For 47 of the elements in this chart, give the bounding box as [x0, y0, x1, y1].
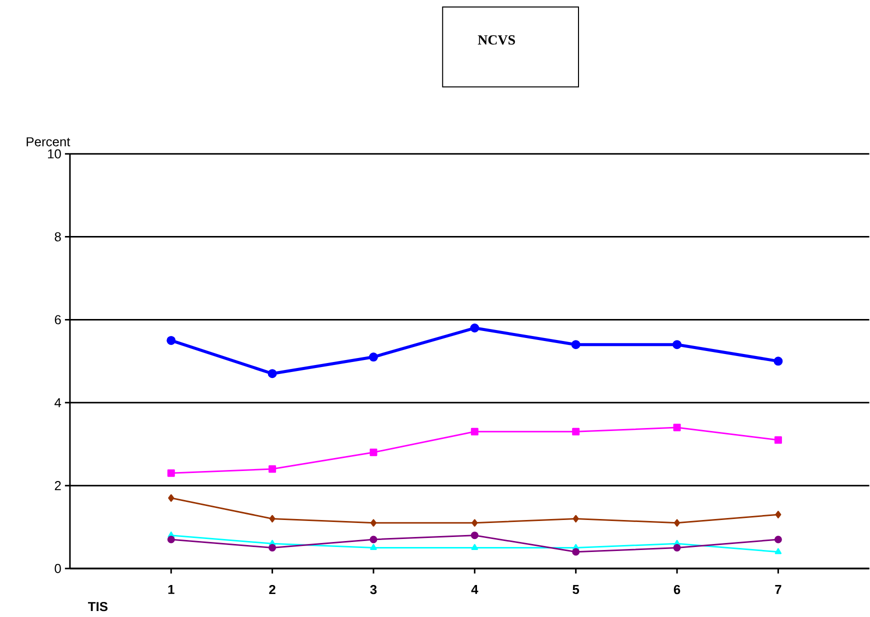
y-tick-label: 10: [48, 149, 61, 158]
point: [572, 428, 580, 436]
x-tick-label: 6: [674, 584, 680, 594]
point: [673, 544, 681, 552]
point: [168, 494, 174, 502]
y-tick-label: 6: [54, 314, 61, 324]
x-tick-label: 7: [775, 584, 782, 594]
point: [470, 531, 478, 539]
point: [774, 548, 782, 554]
point: [370, 518, 376, 526]
point: [774, 536, 782, 543]
point: [471, 544, 478, 550]
x-tick-label: 2: [269, 584, 276, 594]
point: [774, 356, 783, 366]
y-tick-label: 8: [54, 232, 61, 242]
point: [368, 352, 378, 362]
x-tick-label: 3: [370, 584, 377, 594]
point: [470, 428, 478, 436]
point: [672, 340, 682, 349]
y-tick-label: 4: [54, 398, 62, 407]
point: [572, 514, 579, 522]
point: [268, 368, 277, 378]
point: [470, 323, 480, 332]
y-tick-label: 2: [54, 480, 61, 490]
point: [370, 544, 377, 550]
point: [571, 340, 580, 349]
point: [167, 469, 175, 477]
y-axis-title: Percent: [26, 137, 70, 146]
point: [472, 518, 478, 526]
x-tick-label: 4: [471, 584, 478, 594]
x-axis-title: TIS: [88, 602, 108, 611]
point: [269, 514, 276, 522]
point: [673, 424, 681, 432]
point: [572, 548, 580, 556]
x-tick-label: 1: [168, 584, 174, 594]
point: [268, 465, 276, 473]
point: [167, 536, 175, 543]
point: [166, 336, 176, 345]
point: [268, 544, 276, 552]
point: [370, 536, 378, 543]
point: [674, 518, 680, 526]
y-tick-label: 0: [54, 564, 61, 573]
point: [774, 436, 782, 444]
point: [370, 448, 378, 456]
x-tick-label: 5: [572, 584, 580, 594]
chart-title: NCVS: [478, 35, 515, 44]
point: [775, 510, 782, 518]
